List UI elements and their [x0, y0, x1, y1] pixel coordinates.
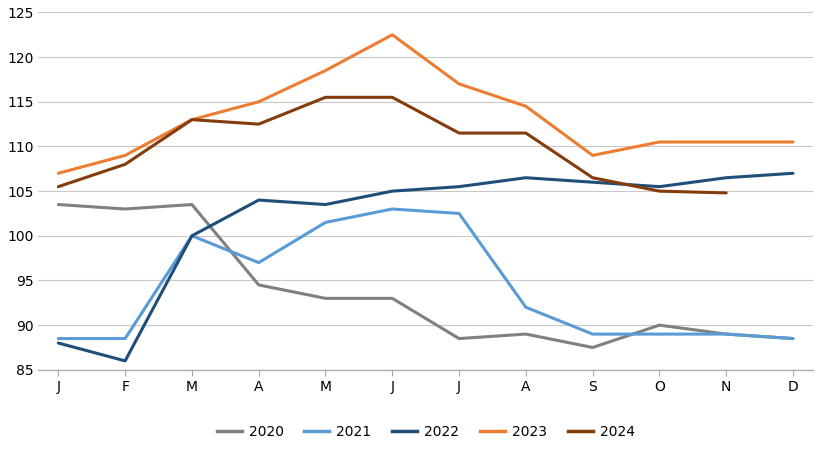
2022 [654, 184, 663, 189]
2024 [387, 95, 396, 100]
2020 [654, 322, 663, 328]
Line: 2022: 2022 [58, 173, 792, 361]
2020 [721, 331, 731, 337]
2023 [520, 104, 530, 109]
2022 [253, 198, 263, 203]
2023 [387, 32, 396, 37]
2023 [454, 81, 464, 87]
2023 [320, 68, 330, 73]
2021 [187, 233, 197, 239]
Line: 2024: 2024 [58, 97, 726, 193]
2021 [120, 336, 130, 341]
2021 [454, 211, 464, 216]
2023 [654, 139, 663, 145]
Legend: 2020, 2021, 2022, 2023, 2024: 2020, 2021, 2022, 2023, 2024 [210, 419, 640, 445]
2020 [187, 202, 197, 207]
2024 [654, 189, 663, 194]
2022 [721, 175, 731, 180]
2024 [520, 130, 530, 136]
2024 [721, 190, 731, 196]
2022 [120, 358, 130, 364]
2023 [187, 117, 197, 122]
2021 [587, 331, 597, 337]
2022 [187, 233, 197, 239]
2023 [120, 153, 130, 158]
2021 [53, 336, 63, 341]
2024 [454, 130, 464, 136]
2023 [787, 139, 797, 145]
2020 [787, 336, 797, 341]
2024 [120, 161, 130, 167]
2024 [587, 175, 597, 180]
2024 [320, 95, 330, 100]
2022 [320, 202, 330, 207]
2020 [320, 296, 330, 301]
2022 [587, 179, 597, 185]
2021 [253, 260, 263, 265]
2023 [587, 153, 597, 158]
2022 [387, 189, 396, 194]
2024 [253, 121, 263, 127]
2023 [53, 170, 63, 176]
Line: 2021: 2021 [58, 209, 792, 339]
2024 [53, 184, 63, 189]
2021 [721, 331, 731, 337]
2022 [787, 170, 797, 176]
2021 [787, 336, 797, 341]
Line: 2020: 2020 [58, 205, 792, 347]
2020 [587, 345, 597, 350]
2024 [187, 117, 197, 122]
2022 [454, 184, 464, 189]
2021 [520, 304, 530, 310]
2022 [520, 175, 530, 180]
2020 [53, 202, 63, 207]
2020 [520, 331, 530, 337]
2020 [387, 296, 396, 301]
2021 [320, 220, 330, 225]
Line: 2023: 2023 [58, 35, 792, 173]
2020 [120, 206, 130, 212]
2023 [721, 139, 731, 145]
2021 [654, 331, 663, 337]
2021 [387, 206, 396, 212]
2020 [253, 282, 263, 288]
2023 [253, 99, 263, 105]
2020 [454, 336, 464, 341]
2022 [53, 341, 63, 346]
